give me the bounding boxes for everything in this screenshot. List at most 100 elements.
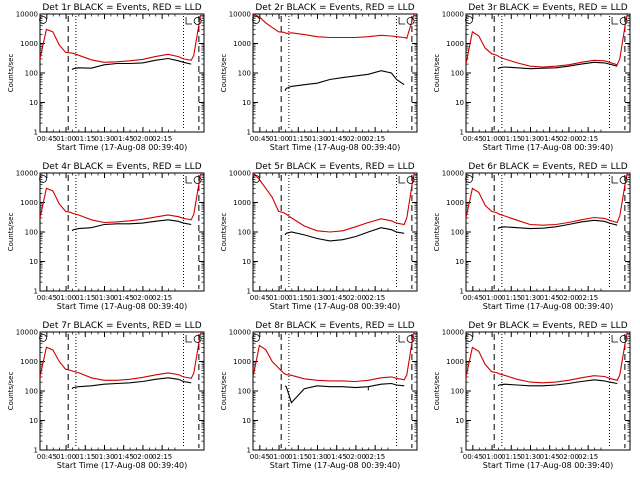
x-tick-label: 02:15: [578, 453, 598, 461]
y-tick-label: 100: [451, 229, 464, 237]
x-tick-label: 01:15: [501, 135, 521, 143]
x-tick-label: 00:45: [37, 294, 57, 302]
x-tick-label: 01:30: [307, 135, 327, 143]
y-tick-label: 1000: [446, 199, 464, 207]
x-tick-label: 01:45: [540, 453, 560, 461]
x-tick-label: 02:15: [578, 135, 598, 143]
series-lld-line: [253, 332, 415, 383]
x-axis-label: Start Time (17-Aug-08 00:39:40): [483, 143, 614, 152]
y-tick-label: 1: [247, 447, 251, 455]
panel-title: Det 9r BLACK = Events, RED = LLD: [468, 321, 627, 331]
y-axis-label: Counts/sec: [220, 372, 228, 411]
series-events-line: [497, 219, 618, 230]
series-events-line: [497, 61, 618, 70]
circle-marker-icon: [39, 334, 47, 342]
y-axis-label: Counts/sec: [433, 372, 441, 411]
flag-marker-icon: [185, 335, 193, 343]
y-tick-label: 100: [451, 70, 464, 78]
x-tick-label: 00:45: [463, 135, 483, 143]
x-tick-label: 01:30: [307, 294, 327, 302]
y-tick-label: 100: [238, 388, 251, 396]
flag-marker-icon: [398, 176, 406, 184]
y-tick-label: 1000: [233, 358, 251, 366]
y-tick-label: 1: [460, 288, 464, 296]
x-axis-label: Start Time (17-Aug-08 00:39:40): [270, 302, 401, 311]
y-tick-label: 100: [25, 388, 38, 396]
panel-title: Det 2r BLACK = Events, RED = LLD: [255, 3, 414, 13]
series-lld-line: [466, 173, 628, 226]
x-tick-label: 01:30: [94, 453, 114, 461]
circle-marker-icon: [406, 335, 415, 343]
x-tick-label: 02:00: [346, 135, 366, 143]
x-tick-label: 02:00: [133, 294, 153, 302]
y-tick-label: 1000: [233, 199, 251, 207]
flag-marker-icon: [398, 17, 406, 25]
x-tick-label: 01:00: [482, 135, 502, 143]
y-tick-label: 10: [455, 99, 464, 107]
series-events-line: [284, 70, 405, 92]
panel-title: Det 1r BLACK = Events, RED = LLD: [42, 3, 201, 13]
panel-4: Det 4r BLACK = Events, RED = LLD 1 10 100 10…: [7, 162, 205, 311]
circle-marker-icon: [465, 334, 473, 342]
x-tick-label: 01:00: [269, 135, 289, 143]
series-events-line: [497, 379, 618, 387]
panel-9: Det 9r BLACK = Events, RED = LLD 1 10 100 10…: [433, 321, 631, 470]
x-tick-label: 02:00: [133, 135, 153, 143]
x-tick-label: 01:30: [520, 135, 540, 143]
x-tick-label: 00:45: [463, 453, 483, 461]
plot-frame: [465, 13, 631, 133]
series-events-line: [71, 377, 192, 390]
y-tick-label: 10: [242, 417, 251, 425]
y-tick-label: 100: [238, 229, 251, 237]
series-lld-line: [253, 14, 415, 39]
y-tick-label: 10: [455, 258, 464, 266]
x-tick-label: 01:45: [327, 294, 347, 302]
y-axis-label: Counts/sec: [433, 213, 441, 252]
x-tick-label: 01:15: [75, 453, 95, 461]
panel-6: Det 6r BLACK = Events, RED = LLD 1 10 100 10…: [433, 162, 631, 311]
flag-marker-icon: [398, 335, 406, 343]
y-tick-label: 1000: [20, 199, 38, 207]
panel-title: Det 8r BLACK = Events, RED = LLD: [255, 321, 414, 331]
series-lld-line: [466, 332, 628, 384]
circle-marker-icon: [619, 335, 628, 343]
x-tick-label: 02:00: [559, 294, 579, 302]
panel-5: Det 5r BLACK = Events, RED = LLD 1 10 100 10…: [220, 162, 418, 311]
x-tick-label: 01:30: [94, 294, 114, 302]
y-tick-label: 100: [451, 388, 464, 396]
flag-marker-icon: [185, 17, 193, 25]
panel-title: Det 6r BLACK = Events, RED = LLD: [468, 162, 627, 172]
panel-3: Det 3r BLACK = Events, RED = LLD 1 10 100 10…: [433, 3, 631, 152]
x-tick-label: 00:45: [250, 453, 270, 461]
y-tick-label: 1000: [446, 40, 464, 48]
y-tick-label: 10: [242, 99, 251, 107]
circle-marker-icon: [39, 175, 47, 183]
x-tick-label: 02:15: [152, 294, 172, 302]
plot-frame: [39, 13, 205, 133]
x-tick-label: 02:15: [152, 453, 172, 461]
x-tick-label: 00:45: [250, 294, 270, 302]
flag-marker-icon: [611, 17, 619, 25]
y-axis-label: Counts/sec: [7, 213, 15, 252]
flag-marker-icon: [185, 176, 193, 184]
panel-2: Det 2r BLACK = Events, RED = LLD 1 10 100 10…: [220, 3, 418, 152]
circle-marker-icon: [619, 17, 628, 25]
x-tick-label: 02:00: [559, 135, 579, 143]
circle-marker-icon: [406, 176, 415, 184]
y-axis-label: Counts/sec: [7, 54, 15, 93]
x-tick-label: 01:45: [540, 135, 560, 143]
x-axis-label: Start Time (17-Aug-08 00:39:40): [57, 461, 188, 470]
x-tick-label: 01:30: [94, 135, 114, 143]
x-axis-label: Start Time (17-Aug-08 00:39:40): [270, 461, 401, 470]
y-tick-label: 10000: [442, 329, 464, 337]
x-tick-label: 00:45: [37, 135, 57, 143]
x-tick-label: 01:15: [75, 135, 95, 143]
plot-frame: [39, 172, 205, 292]
y-tick-label: 1: [247, 288, 251, 296]
series-events-line: [71, 57, 192, 71]
y-tick-label: 10: [242, 258, 251, 266]
x-tick-label: 01:45: [540, 294, 560, 302]
y-tick-label: 1000: [20, 358, 38, 366]
x-tick-label: 00:45: [250, 135, 270, 143]
